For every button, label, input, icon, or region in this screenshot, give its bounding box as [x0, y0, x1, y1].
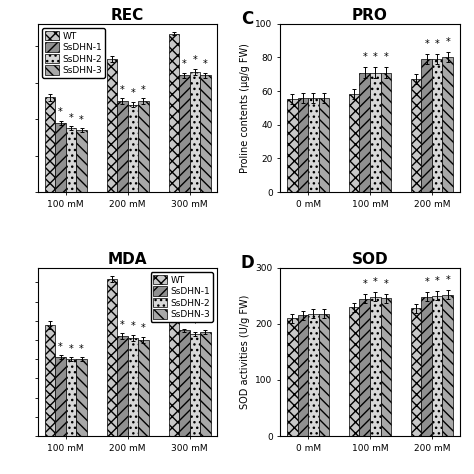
- Bar: [349, 307, 359, 436]
- Text: *: *: [69, 344, 73, 354]
- Text: *: *: [383, 53, 388, 63]
- Title: SOD: SOD: [352, 252, 388, 266]
- Bar: [138, 340, 149, 436]
- Bar: [298, 98, 308, 192]
- Legend: WT, SsDHN-1, SsDHN-2, SsDHN-3: WT, SsDHN-1, SsDHN-2, SsDHN-3: [151, 272, 213, 322]
- Text: *: *: [141, 323, 146, 333]
- Text: D: D: [241, 254, 255, 272]
- Bar: [287, 318, 298, 436]
- Bar: [432, 59, 442, 192]
- Bar: [359, 299, 370, 436]
- Bar: [107, 279, 117, 436]
- Text: *: *: [446, 275, 450, 285]
- Text: *: *: [120, 84, 125, 94]
- Bar: [169, 34, 179, 192]
- Y-axis label: SOD activities (U/g FW): SOD activities (U/g FW): [240, 295, 250, 409]
- Text: *: *: [120, 319, 125, 329]
- Text: *: *: [383, 279, 388, 289]
- Bar: [432, 296, 442, 436]
- Bar: [421, 297, 432, 436]
- Text: *: *: [182, 315, 187, 325]
- Bar: [45, 325, 55, 436]
- Text: *: *: [203, 59, 208, 69]
- Bar: [381, 298, 391, 436]
- Bar: [169, 283, 179, 436]
- Text: C: C: [241, 10, 253, 28]
- Bar: [138, 101, 149, 192]
- Text: *: *: [141, 84, 146, 94]
- Bar: [287, 100, 298, 192]
- Bar: [179, 75, 190, 192]
- Text: *: *: [130, 321, 135, 331]
- Bar: [411, 308, 421, 436]
- Text: *: *: [446, 37, 450, 47]
- Bar: [45, 97, 55, 192]
- Text: *: *: [69, 113, 73, 123]
- Text: *: *: [424, 39, 429, 49]
- Bar: [421, 59, 432, 192]
- Bar: [359, 73, 370, 192]
- Text: *: *: [363, 279, 367, 289]
- Text: *: *: [130, 88, 135, 98]
- Text: *: *: [79, 115, 84, 125]
- Bar: [190, 72, 200, 192]
- Title: REC: REC: [111, 8, 144, 23]
- Bar: [117, 101, 128, 192]
- Bar: [66, 359, 76, 436]
- Bar: [298, 316, 308, 436]
- Text: *: *: [203, 317, 208, 327]
- Bar: [200, 75, 210, 192]
- Bar: [76, 359, 87, 436]
- Bar: [442, 57, 453, 192]
- Text: *: *: [182, 59, 187, 69]
- Text: *: *: [373, 277, 378, 287]
- Text: *: *: [435, 276, 439, 286]
- Legend: WT, SsDHN-1, SsDHN-2, SsDHN-3: WT, SsDHN-1, SsDHN-2, SsDHN-3: [43, 28, 105, 78]
- Text: *: *: [192, 55, 197, 65]
- Bar: [349, 94, 359, 192]
- Text: *: *: [435, 39, 439, 49]
- Text: *: *: [58, 342, 63, 352]
- Bar: [381, 73, 391, 192]
- Bar: [370, 73, 381, 192]
- Y-axis label: Proline contents (μg/g FW): Proline contents (μg/g FW): [240, 43, 250, 173]
- Bar: [128, 338, 138, 436]
- Text: *: *: [192, 319, 197, 328]
- Bar: [319, 314, 329, 436]
- Bar: [66, 128, 76, 192]
- Bar: [55, 357, 66, 436]
- Bar: [190, 334, 200, 436]
- Text: *: *: [58, 107, 63, 118]
- Bar: [128, 105, 138, 192]
- Bar: [76, 130, 87, 192]
- Title: PRO: PRO: [352, 8, 388, 23]
- Bar: [179, 330, 190, 436]
- Text: *: *: [373, 53, 378, 63]
- Bar: [319, 98, 329, 192]
- Bar: [370, 297, 381, 436]
- Bar: [107, 59, 117, 192]
- Title: MDA: MDA: [108, 252, 147, 266]
- Bar: [308, 314, 319, 436]
- Bar: [442, 295, 453, 436]
- Text: *: *: [363, 53, 367, 63]
- Text: *: *: [424, 277, 429, 287]
- Bar: [117, 336, 128, 436]
- Bar: [55, 123, 66, 192]
- Bar: [200, 332, 210, 436]
- Bar: [308, 98, 319, 192]
- Text: *: *: [79, 344, 84, 354]
- Bar: [411, 79, 421, 192]
